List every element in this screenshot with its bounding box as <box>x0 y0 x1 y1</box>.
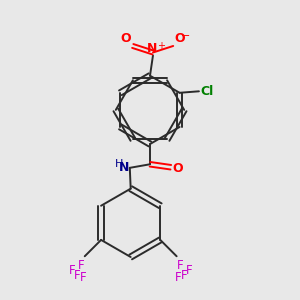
Text: F: F <box>177 259 184 272</box>
Text: O: O <box>174 32 185 45</box>
Text: F: F <box>181 269 188 282</box>
Text: N: N <box>147 42 158 55</box>
Text: Cl: Cl <box>200 85 214 98</box>
Text: F: F <box>69 264 76 277</box>
Text: F: F <box>186 264 192 277</box>
Text: F: F <box>80 271 87 284</box>
Text: H: H <box>115 159 123 169</box>
Text: −: − <box>181 31 190 40</box>
Text: F: F <box>74 269 81 282</box>
Text: O: O <box>120 32 131 45</box>
Text: F: F <box>175 271 181 284</box>
Text: +: + <box>157 41 165 51</box>
Text: F: F <box>78 259 85 272</box>
Text: N: N <box>119 161 129 174</box>
Text: O: O <box>172 162 183 175</box>
